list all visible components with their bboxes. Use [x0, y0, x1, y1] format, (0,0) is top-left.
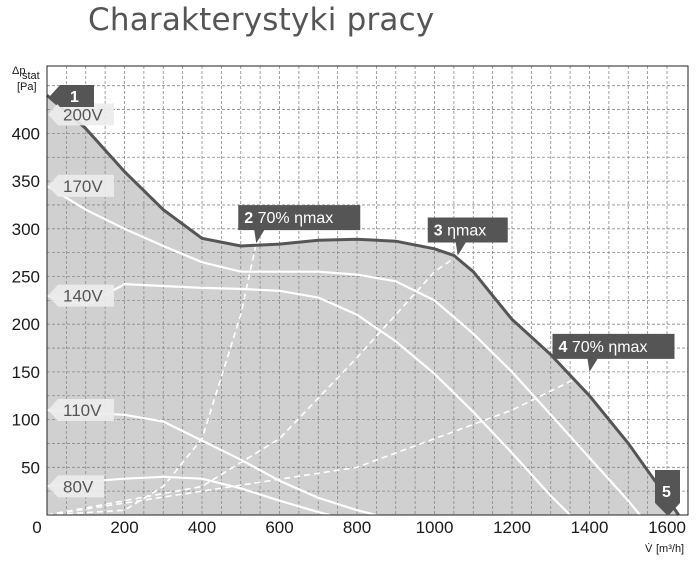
efficiency-line-1 — [46, 242, 258, 516]
voltage-tag-label: 170V — [63, 177, 103, 196]
point-tag-2: 2 70% ηmax — [238, 205, 361, 244]
voltage-tag-shape — [48, 103, 114, 126]
voltage-tag-80V: 80V — [48, 475, 104, 498]
voltage-tag-label: 80V — [63, 477, 94, 496]
point-tag-shape — [655, 470, 680, 516]
voltage-tag-shape — [48, 284, 114, 307]
point-tags: 1 2 70% ηmax 3 ηmax 4 70% ηmax 5 — [50, 85, 680, 516]
max-curve-line — [46, 94, 680, 516]
y-tick-label: 50 — [21, 458, 40, 477]
y-axis-unit: [Pa] — [17, 81, 37, 93]
point-tag-text: 4 70% ηmax — [559, 339, 648, 356]
point-tag-text: 2 70% ηmax — [244, 210, 333, 227]
y-tick-label: 150 — [12, 363, 40, 382]
voltage-tag-140V: 140V — [48, 284, 114, 307]
voltage-tags: 200V 170V 140V 110V 80V — [48, 103, 114, 498]
speed-curve-140V — [46, 282, 571, 516]
efficiency-line-3 — [46, 371, 590, 516]
x-tick-label: 1200 — [493, 518, 531, 537]
voltage-tag-label: 140V — [63, 287, 103, 306]
point-tag-text: 3 ηmax — [434, 223, 486, 240]
y-tick-label: 350 — [12, 172, 40, 191]
y-tick-labels: 50 100 150 200 250 300 350 400 — [12, 124, 40, 477]
point-tag-5: 5 — [655, 470, 680, 516]
x-tick-label: 1600 — [648, 518, 686, 537]
x-tick-label: 1000 — [416, 518, 454, 537]
efficiency-lines — [46, 242, 590, 516]
x-tick-label: 400 — [188, 518, 216, 537]
x-tick-label: 1400 — [571, 518, 609, 537]
x-axis-label: V̇ [m³/h] — [645, 542, 684, 555]
x-axis-unit: [m³/h] — [656, 543, 684, 555]
point-tag-number: 1 — [70, 89, 79, 106]
operating-envelope — [47, 95, 679, 515]
voltage-tag-label: 110V — [63, 401, 102, 420]
point-tag-1: 1 — [50, 85, 94, 107]
point-tag-shape — [238, 205, 361, 244]
y-tick-label: 100 — [12, 411, 40, 430]
y-tick-label: 400 — [12, 124, 40, 143]
voltage-tag-170V: 170V — [48, 174, 114, 197]
plot-frame — [46, 65, 689, 516]
point-tag-shape — [50, 85, 94, 107]
point-tag-4: 4 70% ηmax — [552, 333, 675, 372]
point-tag-number: 5 — [662, 484, 671, 501]
voltage-tag-200V: 200V — [48, 103, 114, 126]
speed-curve-170V — [46, 184, 641, 516]
x-tick-label: 0 — [32, 518, 41, 537]
voltage-tag-shape — [48, 174, 114, 197]
y-tick-label: 250 — [12, 268, 40, 287]
x-tick-label: 600 — [265, 518, 293, 537]
x-axis-symbol: V̇ — [645, 542, 653, 555]
point-tag-shape — [427, 217, 508, 256]
voltage-tag-shape — [48, 399, 114, 422]
chart-title: Charakterystyki pracy — [88, 2, 435, 38]
voltage-tag-shape — [48, 475, 104, 498]
y-axis-subscript: stat — [22, 70, 40, 82]
y-axis-symbol: Δp — [12, 65, 25, 77]
y-axis-label: Δp stat [Pa] — [12, 65, 40, 93]
efficiency-line-2 — [46, 254, 459, 516]
point-tag-shape — [552, 333, 675, 372]
voltage-tag-110V: 110V — [48, 399, 114, 422]
x-tick-label: 800 — [343, 518, 371, 537]
point-tag-3: 3 ηmax — [427, 217, 508, 256]
voltage-tag-label: 200V — [63, 105, 103, 124]
y-tick-label: 200 — [12, 315, 40, 334]
y-tick-label: 300 — [12, 220, 40, 239]
x-tick-label: 200 — [110, 518, 138, 537]
x-tick-labels: 0 200 400 600 800 1000 1200 1400 1600 — [32, 518, 686, 537]
